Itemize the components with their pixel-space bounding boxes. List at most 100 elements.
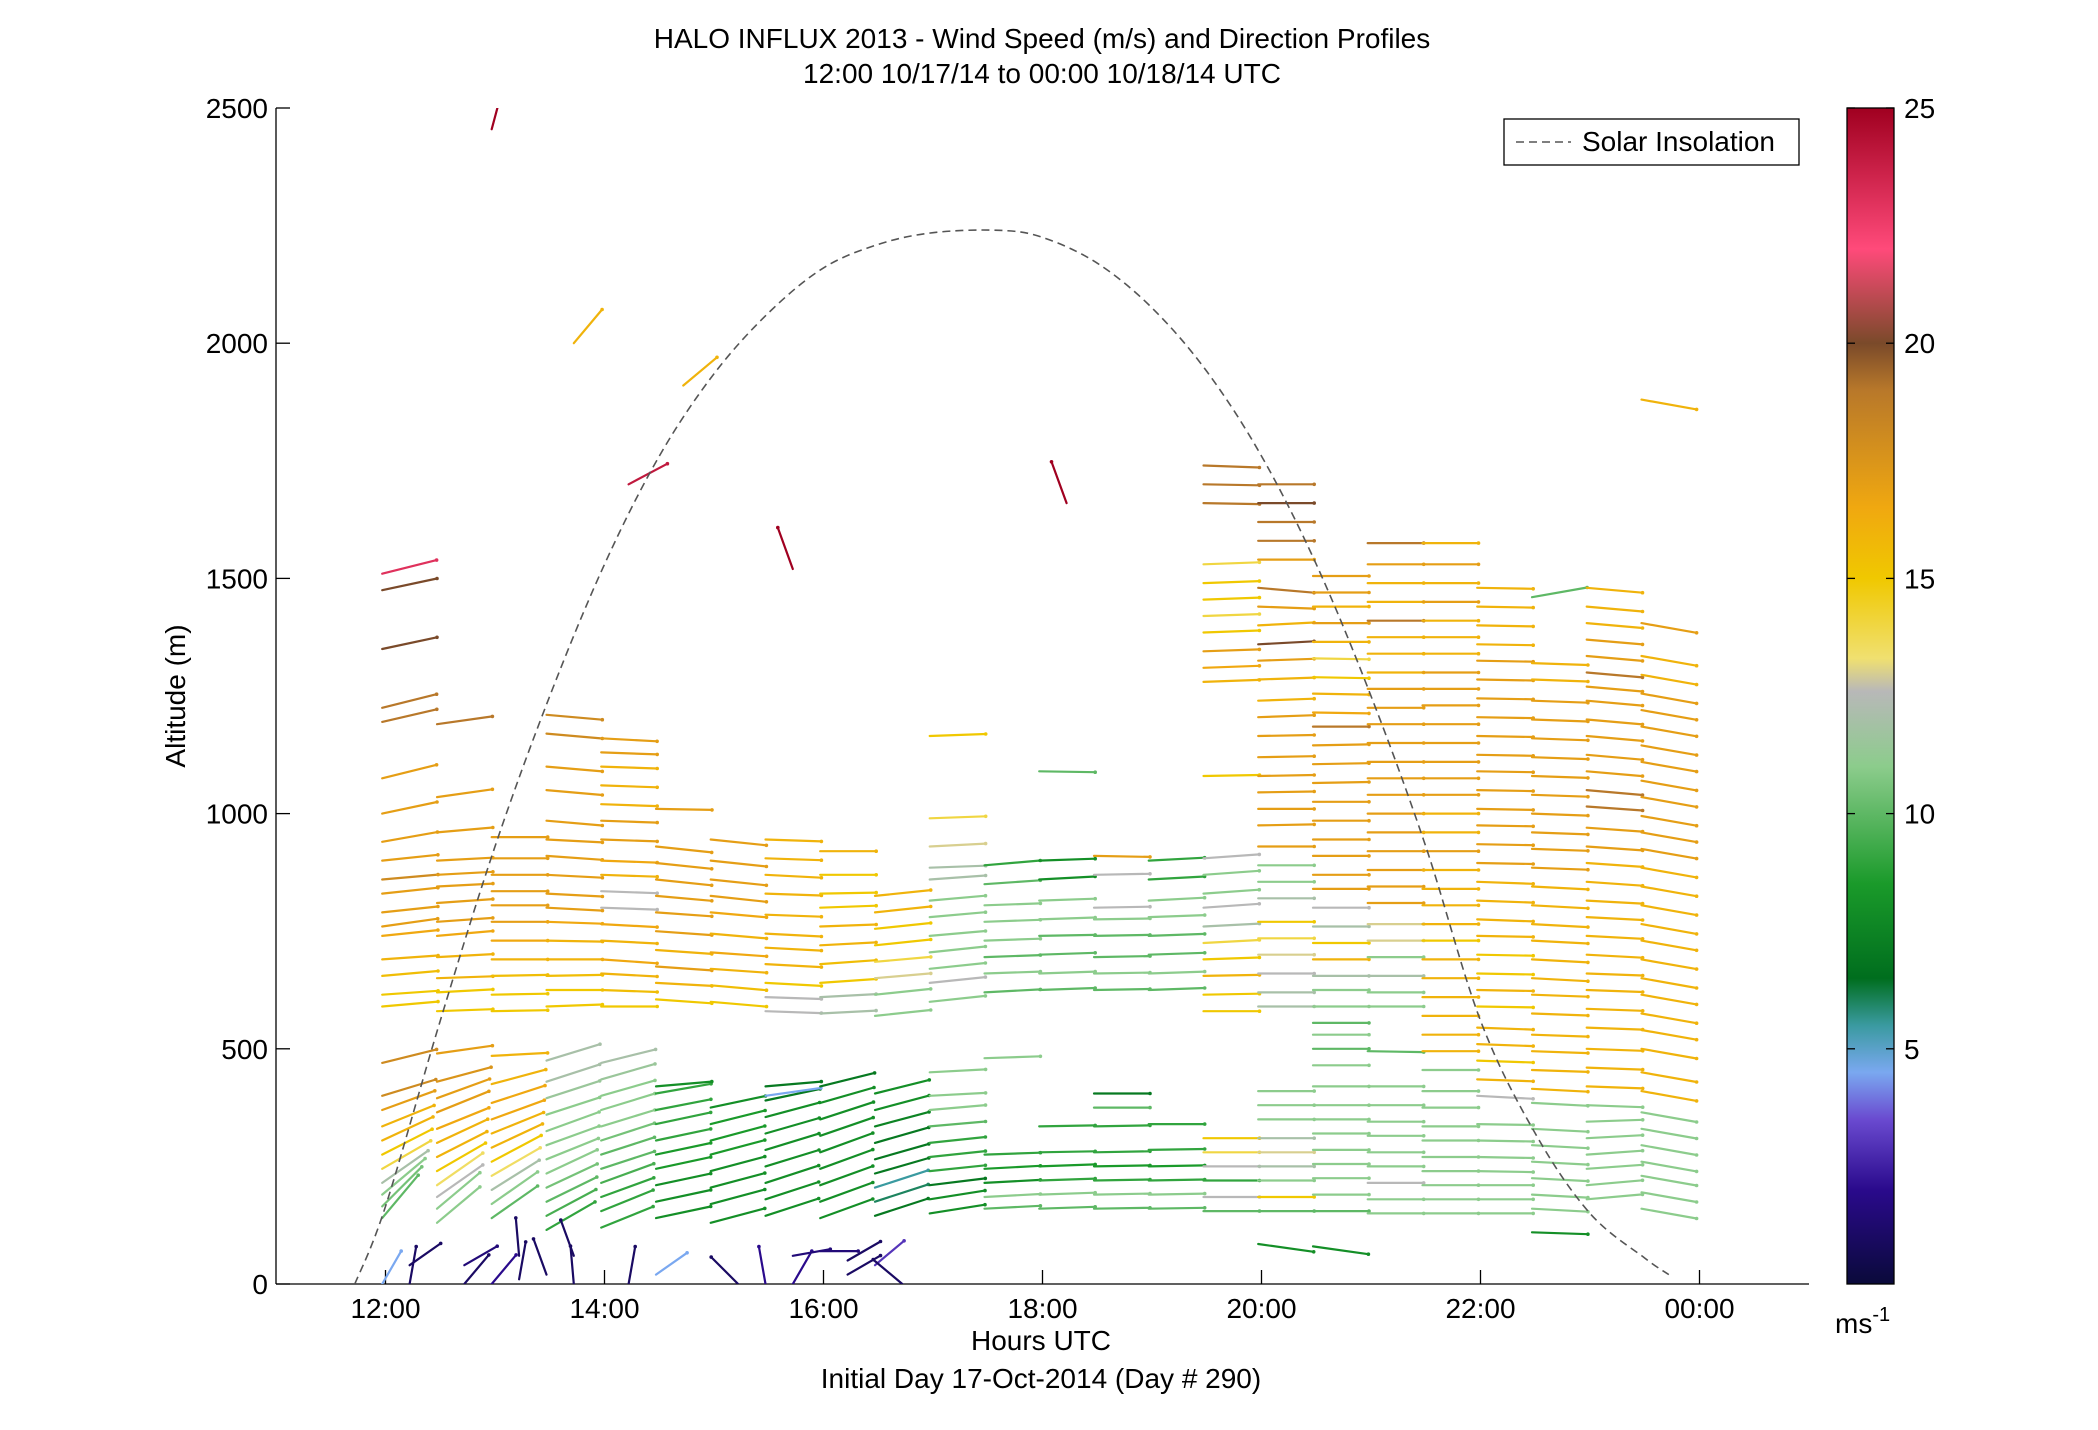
wind-barb <box>1640 1160 1698 1173</box>
wind-barb-tip <box>1367 887 1371 891</box>
x-tick-label: 00:00 <box>1664 1293 1734 1324</box>
wind-barb-tip <box>1694 823 1699 828</box>
wind-barb-tip <box>1476 1124 1481 1129</box>
wind-barb-tip <box>652 1176 656 1180</box>
wind-barb <box>819 1100 875 1121</box>
wind-barb <box>381 954 440 961</box>
wind-barb <box>545 1096 601 1116</box>
wind-barb-tip <box>1640 793 1645 797</box>
wind-barb <box>1257 697 1316 702</box>
wind-barb <box>435 1171 481 1210</box>
wind-barb-tip <box>655 820 659 825</box>
wind-barb <box>709 878 768 887</box>
wind-barb-tip <box>1367 1032 1371 1037</box>
wind-barb <box>1530 904 1590 910</box>
wind-barb <box>1038 986 1097 992</box>
wind-barb-tip <box>709 883 714 888</box>
wind-barb-tip <box>710 1079 714 1084</box>
wind-barb <box>928 1203 987 1215</box>
wind-barb-tip <box>1476 903 1481 908</box>
wind-barb-tip <box>1367 873 1371 877</box>
wind-barb-tip <box>1148 904 1152 909</box>
wind-barb-tip <box>597 1110 601 1114</box>
wind-barb <box>1530 756 1590 761</box>
wind-barb-tip <box>420 1165 424 1169</box>
wind-barb <box>600 1079 657 1097</box>
wind-barb-tip <box>1586 1232 1590 1236</box>
wind-barb <box>545 1124 601 1147</box>
wind-barb-tip <box>983 994 988 998</box>
wind-barb-tip <box>1421 1134 1426 1138</box>
wind-barb <box>381 905 439 914</box>
wind-barb <box>1530 885 1590 891</box>
wind-barb <box>1092 1192 1152 1196</box>
wind-barb-tip <box>1312 990 1316 995</box>
wind-barb <box>928 1189 987 1201</box>
wind-barb-tip <box>655 1004 659 1009</box>
wind-barb <box>435 882 494 888</box>
wind-barb-tip <box>1586 867 1590 872</box>
wind-barb-tip <box>874 873 878 877</box>
wind-barb <box>490 1146 542 1177</box>
plot-area <box>276 108 1809 1284</box>
wind-barb <box>1585 586 1644 594</box>
wind-barb-tip <box>872 1085 876 1090</box>
wind-barb <box>381 873 440 881</box>
wind-barb-tip <box>1367 640 1371 644</box>
wind-barb <box>1530 718 1590 723</box>
wind-barb <box>600 803 659 808</box>
wind-barb <box>1476 1094 1535 1100</box>
wind-barb <box>983 879 1042 886</box>
wind-barb <box>545 873 604 879</box>
wind-barb-tip <box>1312 501 1316 505</box>
wind-barb <box>1530 922 1590 929</box>
wind-barb <box>1585 1179 1644 1187</box>
wind-barb <box>381 708 438 724</box>
wind-barb <box>1530 1127 1590 1133</box>
wind-barb-tip <box>1531 935 1535 939</box>
wind-barb <box>1640 993 1698 1006</box>
wind-barb <box>764 962 823 969</box>
wind-barb <box>1147 896 1206 902</box>
wind-barb <box>1585 1104 1644 1109</box>
wind-barb-tip <box>1476 1105 1481 1110</box>
wind-barb-tip <box>428 1139 433 1143</box>
wind-barb-tip <box>1421 884 1426 889</box>
wind-barb-tip <box>1312 1136 1316 1140</box>
wind-barb <box>1585 654 1644 663</box>
wind-barb-tip <box>1421 706 1426 710</box>
wind-barb <box>928 815 987 820</box>
wind-barb-tip <box>874 849 878 853</box>
wind-barb-tip <box>983 961 988 965</box>
wind-barb-tip <box>436 904 440 909</box>
wind-barb-tip <box>1202 913 1207 917</box>
wind-barb <box>873 1169 930 1189</box>
wind-barb <box>435 929 494 938</box>
wind-barb-tip <box>435 635 439 640</box>
wind-barb <box>1585 638 1644 646</box>
wind-barb <box>435 897 494 905</box>
wind-barb-tip <box>1531 1079 1535 1084</box>
wind-barb <box>381 853 439 862</box>
wind-barb <box>654 1155 712 1170</box>
wind-barb-tip <box>1476 995 1481 999</box>
wind-barb-tip <box>1476 938 1481 943</box>
wind-barb <box>1585 1134 1644 1140</box>
wind-barb <box>873 1142 930 1161</box>
wind-barb <box>600 1092 656 1112</box>
wind-barb-tip <box>1312 807 1316 811</box>
wind-barb-tip <box>1367 1192 1371 1197</box>
wind-barb <box>600 751 659 756</box>
wind-barb-tip <box>1202 951 1207 955</box>
wind-barb-tip <box>1531 1197 1535 1202</box>
wind-barb-tip <box>1367 780 1371 784</box>
colorbar-unit-base: ms <box>1835 1308 1872 1339</box>
wind-barb <box>545 1162 599 1189</box>
wind-barb <box>490 1068 547 1086</box>
wind-barb-tip <box>1312 844 1316 849</box>
wind-barb-tip <box>1694 701 1699 706</box>
wind-barb <box>757 1245 767 1284</box>
wind-barb-tip <box>1367 988 1371 992</box>
wind-barb-tip <box>491 952 495 956</box>
wind-barb <box>1530 737 1590 742</box>
